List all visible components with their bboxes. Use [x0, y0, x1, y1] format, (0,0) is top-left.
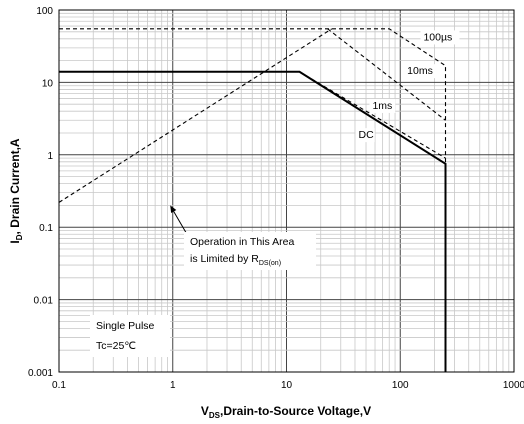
- single-pulse-label: Single Pulse: [96, 320, 155, 332]
- series-line-rds-limit: [58, 28, 333, 203]
- rds-note-line1: Operation in This Area: [190, 236, 294, 248]
- rds-note-line2-sub: DS(on): [259, 260, 281, 267]
- x-axis-title-text: ,Drain-to-Source Voltage,V: [220, 404, 371, 418]
- x-tick-label: 10: [281, 380, 293, 391]
- rds-note-line2-main: is Limited by R: [190, 253, 259, 265]
- tc-label: Tc=25℃: [96, 340, 136, 352]
- series-labels: 100µs 10ms 1ms DC: [355, 30, 460, 143]
- series-label-background: [420, 30, 460, 45]
- x-tick-label: 100: [392, 380, 409, 391]
- y-tick-label: 0.1: [39, 223, 53, 234]
- series-label: 10ms: [407, 65, 433, 77]
- rds-note: Operation in This Area is Limited by RDS…: [184, 232, 316, 270]
- series-group: [58, 28, 447, 372]
- series-label: 100µs: [423, 31, 452, 43]
- x-axis-title-prefix: V: [201, 404, 209, 418]
- y-tick-label: 10: [42, 78, 54, 89]
- plot-frame: [58, 9, 515, 373]
- y-axis-title-prefix: I: [8, 240, 22, 243]
- x-tick-label: 1000: [503, 380, 524, 391]
- y-axis-title-sub: D: [15, 234, 24, 240]
- y-axis-title-text: , Drain Current,A: [8, 138, 22, 234]
- series-label: 1ms: [372, 100, 392, 112]
- x-tick-labels: 0.1 1 10 100 1000: [52, 380, 524, 391]
- rds-note-background: [184, 232, 316, 270]
- y-tick-labels: 0.001 0.01 0.1 1 10 100: [28, 6, 53, 379]
- x-tick-label: 1: [170, 380, 176, 391]
- series-label-background: [355, 128, 375, 143]
- series-line-dc: [59, 70, 447, 372]
- conditions-note-background: [90, 315, 170, 357]
- y-axis-title: ID, Drain Current,A: [8, 138, 24, 243]
- x-tick-label: 0.1: [52, 380, 66, 391]
- rds-note-line2: is Limited by RDS(on): [190, 253, 281, 267]
- series-label-background: [404, 64, 437, 79]
- y-tick-label: 100: [36, 6, 53, 17]
- y-tick-label: 0.001: [28, 368, 53, 379]
- conditions-note: Single Pulse Tc=25℃: [90, 315, 170, 357]
- series-label-background: [369, 98, 396, 113]
- x-axis-title: VDS,Drain-to-Source Voltage,V: [201, 404, 371, 420]
- rds-arrow-head: [170, 205, 177, 213]
- series-label: DC: [359, 129, 375, 141]
- x-axis-title-sub: DS: [209, 411, 221, 420]
- grid: [59, 10, 514, 372]
- y-tick-label: 1: [47, 151, 53, 162]
- y-tick-label: 0.01: [34, 296, 54, 307]
- series-line-10ms: [327, 28, 446, 121]
